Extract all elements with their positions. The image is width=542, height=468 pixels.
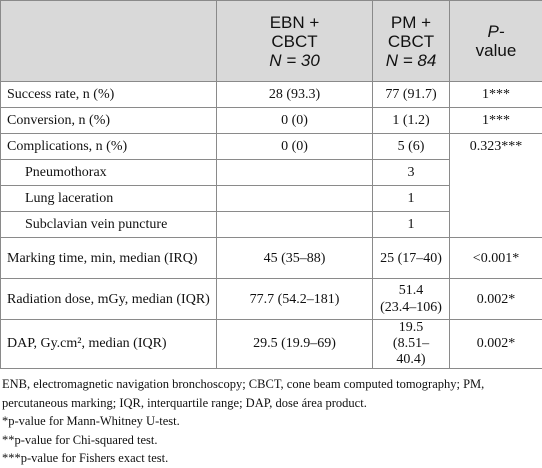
cell: 0 (0) <box>217 108 373 134</box>
header-line: N = 30 <box>223 51 366 70</box>
table-row: Complications, n (%)0 (0)5 (6)0.323*** <box>1 134 542 160</box>
p-value: 1*** <box>450 108 542 134</box>
cell <box>217 160 373 186</box>
cell: 1 <box>373 186 450 212</box>
cell: 3 <box>373 160 450 186</box>
cell: 1 (1.2) <box>373 108 450 134</box>
cell: 45 (35–88) <box>217 238 373 279</box>
p-value: 0.002* <box>450 279 542 320</box>
header-cell: P-value <box>450 1 542 82</box>
row-label: Radiation dose, mGy, median (IQR) <box>1 279 217 320</box>
table-row: DAP, Gy.cm², median (IQR)29.5 (19.9–69)1… <box>1 320 542 369</box>
footnote: ***p-value for Fishers exact test. <box>2 449 540 468</box>
p-value: 0.323*** <box>450 134 542 238</box>
header-line: PM + <box>379 13 443 32</box>
table-body: Success rate, n (%)28 (93.3)77 (91.7)1**… <box>1 82 542 369</box>
footnote: *p-value for Mann-Whitney U-test. <box>2 412 540 431</box>
row-label: Marking time, min, median (IRQ) <box>1 238 217 279</box>
cell: 19.5 (8.51–40.4) <box>373 320 450 369</box>
cell: 1 <box>373 212 450 238</box>
cell <box>217 212 373 238</box>
cell: 29.5 (19.9–69) <box>217 320 373 369</box>
cell <box>217 186 373 212</box>
cell: 5 (6) <box>373 134 450 160</box>
cell: 28 (93.3) <box>217 82 373 108</box>
table-row: Radiation dose, mGy, median (IQR)77.7 (5… <box>1 279 542 320</box>
row-label: Lung laceration <box>1 186 217 212</box>
p-value: 1*** <box>450 82 542 108</box>
header-line: N = 84 <box>379 51 443 70</box>
header-line: CBCT <box>379 32 443 51</box>
p-value: <0.001* <box>450 238 542 279</box>
header-empty <box>1 1 217 82</box>
header-line: P- <box>456 22 536 41</box>
table-row: Conversion, n (%)0 (0)1 (1.2)1*** <box>1 108 542 134</box>
cell: 51.4 (23.4–106) <box>373 279 450 320</box>
row-label: Success rate, n (%) <box>1 82 217 108</box>
row-label: DAP, Gy.cm², median (IQR) <box>1 320 217 369</box>
footnotes: ENB, electromagnetic navigation bronchos… <box>0 369 542 468</box>
footnote: **p-value for Chi-squared test. <box>2 431 540 450</box>
header-line: value <box>456 41 536 60</box>
footnote: ENB, electromagnetic navigation bronchos… <box>2 375 540 412</box>
row-label: Complications, n (%) <box>1 134 217 160</box>
cell: 77.7 (54.2–181) <box>217 279 373 320</box>
row-label: Subclavian vein puncture <box>1 212 217 238</box>
header-line: CBCT <box>223 32 366 51</box>
table-row: Marking time, min, median (IRQ)45 (35–88… <box>1 238 542 279</box>
row-label: Conversion, n (%) <box>1 108 217 134</box>
cell: 0 (0) <box>217 134 373 160</box>
header-line: EBN + <box>223 13 366 32</box>
row-label: Pneumothorax <box>1 160 217 186</box>
cell: 25 (17–40) <box>373 238 450 279</box>
cell: 77 (91.7) <box>373 82 450 108</box>
p-value: 0.002* <box>450 320 542 369</box>
table-row: Success rate, n (%)28 (93.3)77 (91.7)1**… <box>1 82 542 108</box>
